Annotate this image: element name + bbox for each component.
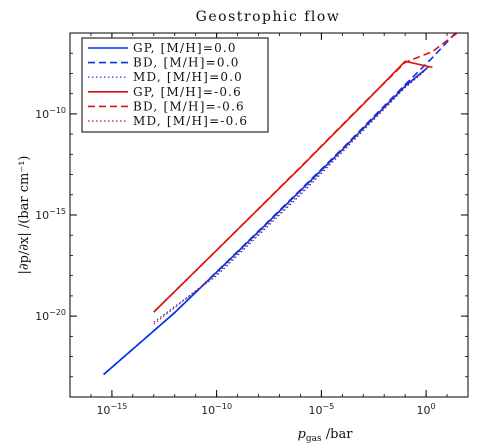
y-tick-label: 10−20 [35, 308, 66, 323]
legend-label-0: GP, [M/H]=0.0 [133, 41, 237, 55]
y-tick-exp: −20 [49, 308, 66, 317]
x-axis-label: pgas /bar [298, 427, 354, 444]
x-tick-exp: −15 [110, 402, 127, 411]
legend-label-3: GP, [M/H]=-0.6 [133, 85, 242, 99]
y-axis-label: |∂p/∂x| /(bar cm⁻¹) [17, 156, 32, 275]
x-tick-base: 10 [201, 404, 215, 417]
x-tick-base: 10 [417, 404, 431, 417]
x-tick-base: 10 [96, 404, 110, 417]
series-layer [103, 33, 458, 376]
x-tick-exp: −5 [322, 402, 334, 411]
y-tick-label: 10−10 [35, 106, 66, 121]
y-tick-exp: −10 [49, 106, 66, 115]
x-tick-exp: 0 [431, 402, 436, 411]
legend-box [81, 37, 269, 133]
y-tick-base: 10 [35, 108, 49, 121]
series-line-4 [153, 33, 458, 313]
x-tick-exp: −10 [215, 402, 232, 411]
x-axis-label-main: p [298, 427, 307, 442]
y-tick-base: 10 [35, 209, 49, 222]
x-tick-base: 10 [308, 404, 322, 417]
legend-label-2: MD, [M/H]=0.0 [133, 70, 243, 84]
series-line-1 [103, 33, 457, 376]
legend-label-5: MD, [M/H]=-0.6 [133, 114, 248, 128]
x-axis-label-rest: /bar [322, 427, 354, 442]
x-tick-label: 10−5 [308, 402, 334, 417]
legend-label-1: BD, [M/H]=0.0 [133, 56, 240, 70]
legend-entries: GP, [M/H]=0.0BD, [M/H]=0.0MD, [M/H]=0.0G… [88, 41, 248, 128]
chart-title: Geostrophic flow [196, 9, 341, 25]
series-line-3 [153, 60, 433, 313]
x-tick-label: 100 [417, 402, 436, 417]
legend-label-4: BD, [M/H]=-0.6 [133, 99, 245, 113]
x-tick-label: 10−15 [96, 402, 127, 417]
series-line-2 [153, 69, 427, 323]
x-tick-label: 10−10 [201, 402, 232, 417]
y-tick-label: 10−15 [35, 207, 66, 222]
y-tick-base: 10 [35, 310, 49, 323]
x-axis-label-sub: gas [306, 434, 322, 444]
legend: GP, [M/H]=0.0BD, [M/H]=0.0MD, [M/H]=0.0G… [81, 37, 269, 133]
y-tick-exp: −15 [49, 207, 66, 216]
